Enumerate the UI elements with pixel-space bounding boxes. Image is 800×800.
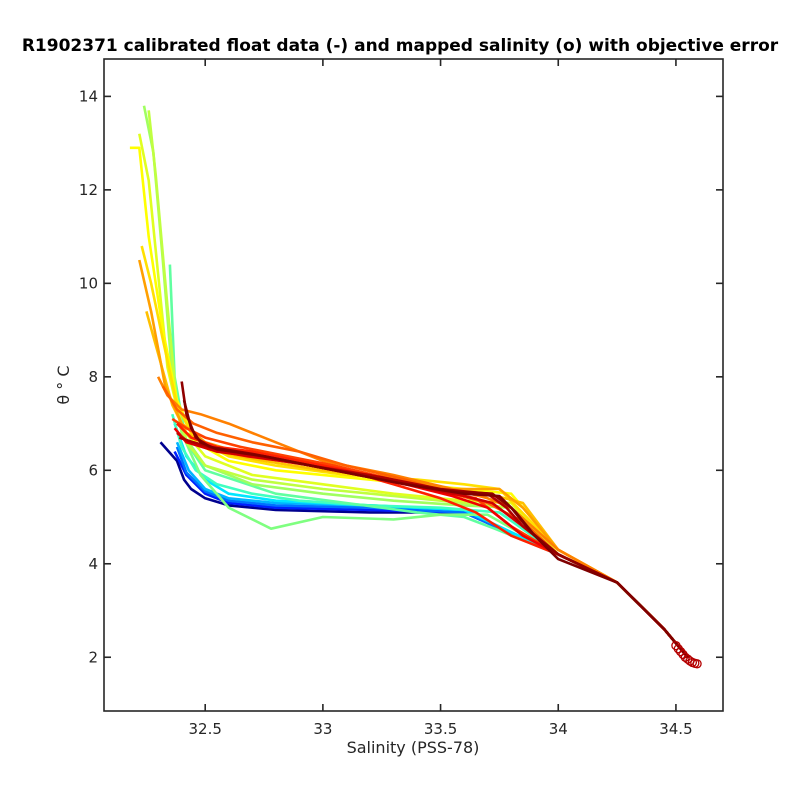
x-tick-label: 34.5 <box>659 720 692 738</box>
y-tick-label: 8 <box>88 368 98 386</box>
y-tick-label: 12 <box>79 181 98 199</box>
mapped-salinity-marker <box>683 654 693 664</box>
mapped-salinity-marker <box>673 644 683 654</box>
marker-layer <box>671 640 702 669</box>
mapped-salinity-marker <box>675 646 686 657</box>
y-tick-label: 14 <box>79 87 98 105</box>
y-axis-label: θ ° C <box>54 365 73 404</box>
mapped-salinity-marker <box>678 649 688 660</box>
y-tick-label: 2 <box>88 648 98 666</box>
x-axis-label: Salinity (PSS-78) <box>347 738 480 757</box>
mapped-salinity-marker <box>692 659 702 669</box>
y-tick-label: 4 <box>88 555 98 573</box>
plot-frame <box>103 58 724 712</box>
y-tick-label: 10 <box>79 274 98 292</box>
x-tick-label: 33.5 <box>424 720 457 738</box>
x-tick-label: 32.5 <box>189 720 222 738</box>
data-layer <box>129 105 689 659</box>
plot-area <box>104 59 723 711</box>
y-tick-label: 6 <box>88 461 98 479</box>
x-tick-label: 33 <box>313 720 332 738</box>
x-tick-label: 34 <box>549 720 568 738</box>
tick-layer: 32.5 33 33.5 34 34.5 2 4 6 8 10 12 14 <box>79 59 723 738</box>
profile-line-24 <box>182 399 689 659</box>
chart-title: R1902371 calibrated float data (-) and m… <box>22 36 779 56</box>
